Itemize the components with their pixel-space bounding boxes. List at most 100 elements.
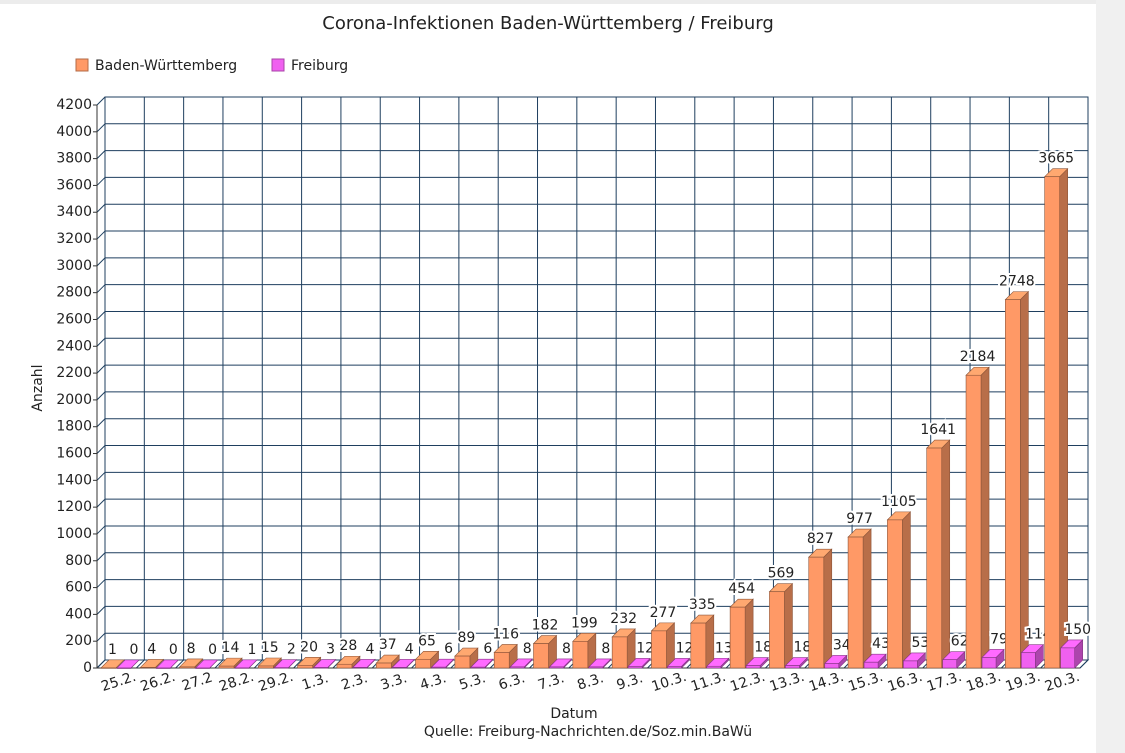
bar [981,657,997,669]
bar [1060,647,1075,669]
value-label: 8 [562,641,571,657]
value-label: 13 [715,640,733,656]
value-label: 2 [287,642,296,658]
y-tick-label: 2200 [56,365,92,381]
grid-line-side [96,364,106,374]
y-tick-label: 1600 [56,446,92,462]
value-label: 2184 [960,349,996,365]
bar-side [941,439,951,669]
y-tick-label: 1000 [56,526,92,542]
x-tick-label: 5.3. [457,670,487,693]
bar [847,536,864,669]
legend-swatch [271,58,285,72]
x-tick-label: 9.3. [615,670,645,693]
value-label: 8 [601,641,610,657]
value-label: 65 [418,633,436,649]
x-tick-label: 14.3. [807,669,846,695]
bar [667,666,682,669]
y-tick-label: 200 [65,633,92,649]
top-strip [0,0,1125,4]
value-label: 4 [405,641,414,657]
value-label: 8 [187,641,196,657]
x-axis-label: Datum [550,706,597,722]
value-label: 454 [728,581,755,597]
x-tick-label: 16.3. [886,669,925,695]
grid-line-side [96,391,106,401]
bar [926,447,943,669]
bar [903,660,918,669]
y-tick-label: 3800 [56,151,92,167]
bar [1044,176,1060,669]
x-tick-label: 17.3. [925,669,964,695]
bar [745,665,761,669]
y-tick-label: 3200 [56,231,92,247]
value-label: 0 [130,642,139,658]
bar [431,666,446,669]
grid-line-side [96,337,106,347]
grid-line-side [96,230,106,240]
x-tick-label: 29.2. [257,669,296,695]
y-tick-label: 2600 [56,311,92,327]
bar-side [1059,167,1068,669]
bar [588,666,604,669]
bar [273,667,289,669]
back-wall [104,96,1089,661]
bar [533,643,549,669]
x-tick-label: 18.3. [964,669,1003,695]
floor-line [1079,659,1089,669]
grid-line-side [96,418,106,428]
bar-side [744,598,754,669]
bar [572,641,589,669]
value-label: 20 [300,639,318,655]
value-label: 277 [650,605,677,621]
bar [140,667,156,669]
bar [297,665,313,669]
bar [375,662,392,669]
bar [965,374,982,669]
value-label: 18 [754,640,772,656]
y-tick-label: 2800 [56,285,92,301]
value-label: 18 [794,640,812,656]
value-label: 827 [807,531,834,547]
bar [729,606,746,669]
y-axis-label: Anzahl [30,364,46,411]
x-tick-label: 4.3. [418,670,448,693]
value-label: 4 [365,641,374,657]
x-tick-label: 19.3. [1004,669,1043,695]
bar [611,636,628,669]
value-label: 0 [208,642,217,658]
bar [824,663,840,669]
bar [391,667,407,669]
value-label: 335 [689,597,716,613]
grid-line-side [96,498,106,508]
grid-line-side [96,552,106,562]
value-label: 199 [571,615,598,631]
bar [690,622,707,669]
bar-side [980,366,990,669]
grid-line-side [96,525,106,535]
bar [942,659,958,669]
x-tick-label: 7.3. [536,670,566,693]
value-label: 1 [108,642,117,658]
bar [156,667,171,669]
bar [651,630,667,669]
value-label: 1 [247,642,256,658]
grid-line-side [96,96,106,106]
value-label: 37 [379,637,397,653]
value-label: 1105 [881,494,917,510]
bar-side [1020,290,1029,669]
y-tick-label: 400 [65,606,92,622]
value-label: 1641 [920,422,956,438]
grid-line-side [96,579,106,588]
y-tick-label: 4000 [56,124,92,140]
bar [352,667,368,669]
x-tick-label: 15.3. [846,669,885,695]
grid-line-side [96,203,106,213]
bar [863,661,879,669]
grid-line-side [96,311,106,320]
bar [549,666,564,669]
value-label: 977 [846,511,873,527]
bar [1005,299,1021,669]
value-label: 232 [610,611,637,627]
chart-title: Corona-Infektionen Baden-Württemberg / F… [322,13,774,34]
